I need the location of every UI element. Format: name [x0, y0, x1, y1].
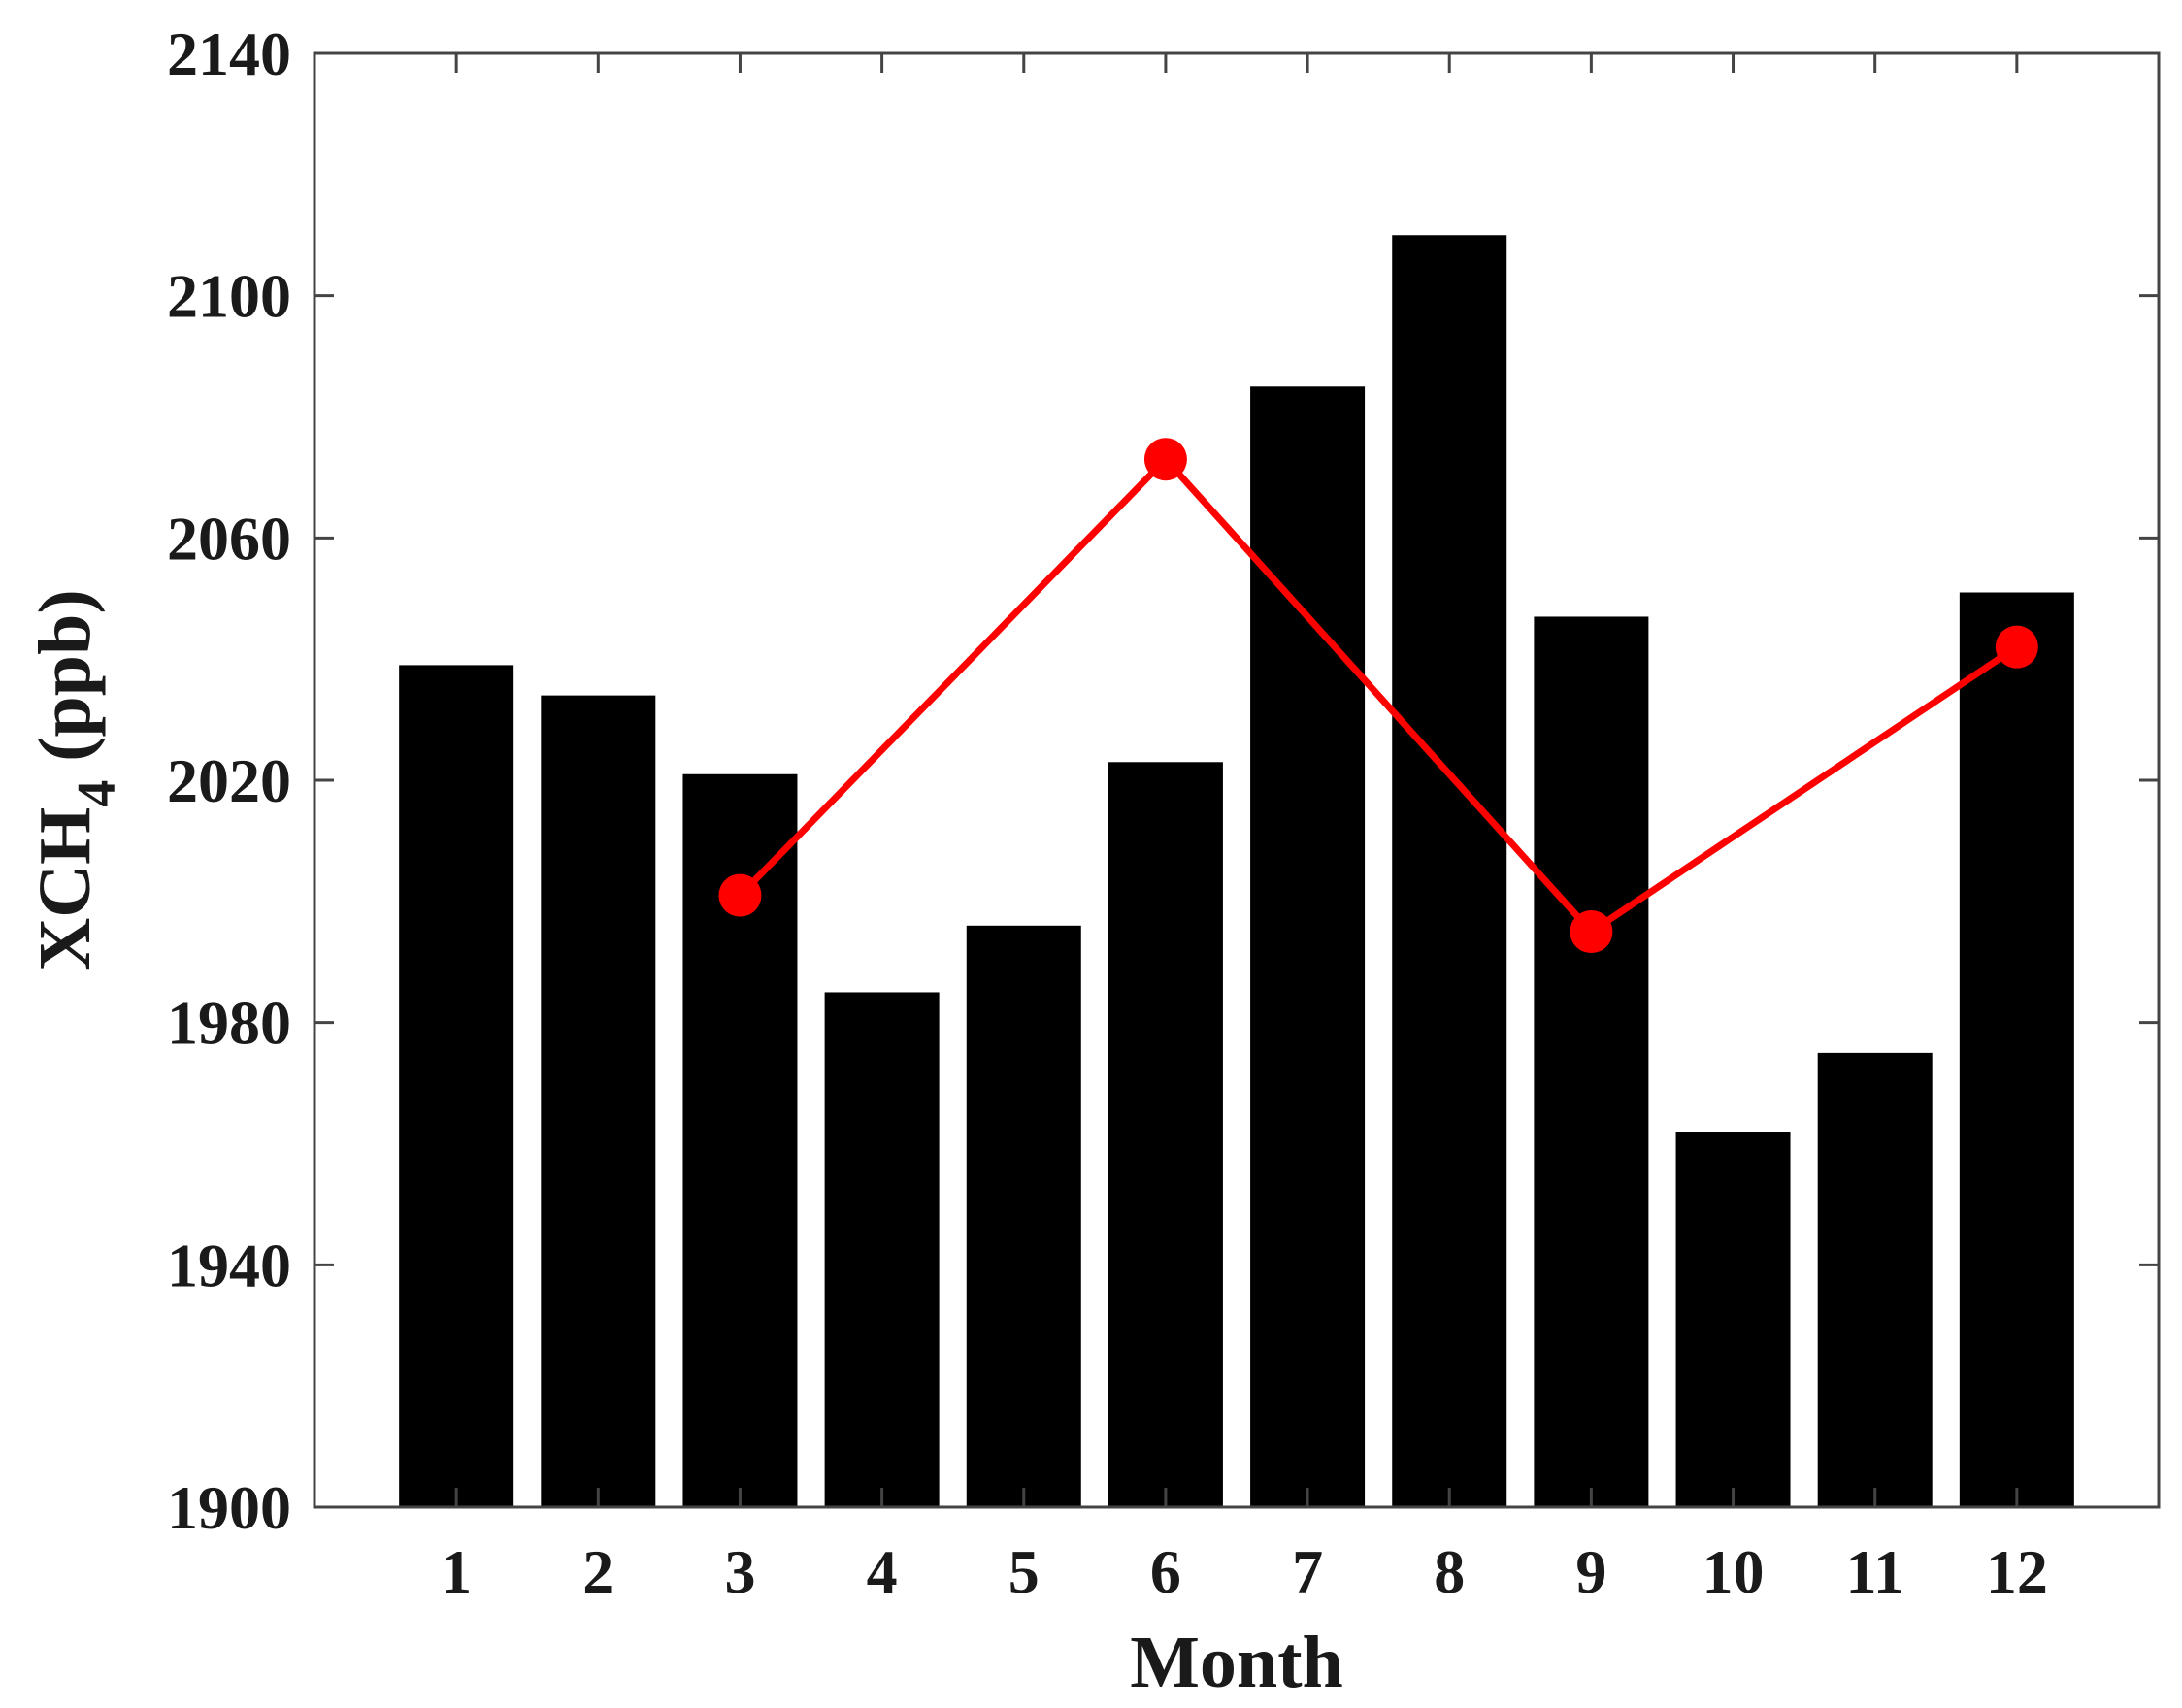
y-tick-label: 2060: [167, 504, 291, 573]
bar-month-1: [399, 665, 514, 1507]
x-tick-labels: 1 2 3 4 5 6 7 8 9 10 11 12: [441, 1537, 2048, 1606]
red-line-point-month-6: [1143, 438, 1187, 481]
y-tick-label: 1940: [167, 1231, 291, 1299]
red-line-series: [718, 438, 2038, 954]
x-tick-label: 6: [1150, 1537, 1181, 1606]
x-tick-label: 8: [1434, 1537, 1465, 1606]
bar-month-6: [1108, 762, 1223, 1507]
y-axis-title-unit: (ppb): [24, 589, 106, 779]
bar-month-10: [1675, 1132, 1791, 1507]
x-tick-label: 10: [1703, 1537, 1765, 1606]
y-axis-title-main: XCH: [24, 807, 106, 971]
bar-month-12: [1959, 592, 2074, 1507]
y-tick-label: 2020: [167, 746, 291, 815]
x-tick-label: 7: [1292, 1537, 1323, 1606]
bar-month-2: [541, 695, 656, 1507]
x-tick-label: 5: [1008, 1537, 1040, 1606]
plot-frame: [313, 51, 2161, 1509]
x-tick-label: 12: [1986, 1537, 2048, 1606]
y-tick-label: 1900: [167, 1473, 291, 1542]
x-tick-label: 3: [724, 1537, 755, 1606]
red-line-point-month-9: [1570, 910, 1613, 954]
bar-month-5: [966, 925, 1081, 1507]
red-line-path: [737, 454, 2019, 936]
y-tick-labels: 1900 1940 1980 2020 2060 2100 2140: [167, 19, 291, 1542]
bar-month-4: [824, 992, 940, 1507]
bar-month-11: [1817, 1052, 1933, 1507]
bar-month-9: [1534, 616, 1649, 1507]
x-tick-label: 9: [1575, 1537, 1606, 1606]
x-axis-title: Month: [1130, 1622, 1343, 1703]
y-axis-title: XCH4 (ppb): [24, 589, 127, 970]
y-tick-label: 1980: [167, 989, 291, 1058]
red-line-point-month-12: [1995, 625, 2038, 669]
bar-series: [399, 235, 2074, 1508]
bar-month-8: [1392, 235, 1507, 1507]
x-tick-label: 2: [582, 1537, 613, 1606]
x-tick-label: 4: [867, 1537, 898, 1606]
bar-month-7: [1250, 386, 1366, 1508]
x-tick-label: 1: [441, 1537, 472, 1606]
x-tick-label: 11: [1845, 1537, 1903, 1606]
y-tick-label: 2140: [167, 19, 291, 88]
red-line-point-month-3: [718, 873, 762, 917]
y-axis-title-subscript: 4: [67, 780, 127, 807]
y-tick-label: 2100: [167, 262, 291, 331]
